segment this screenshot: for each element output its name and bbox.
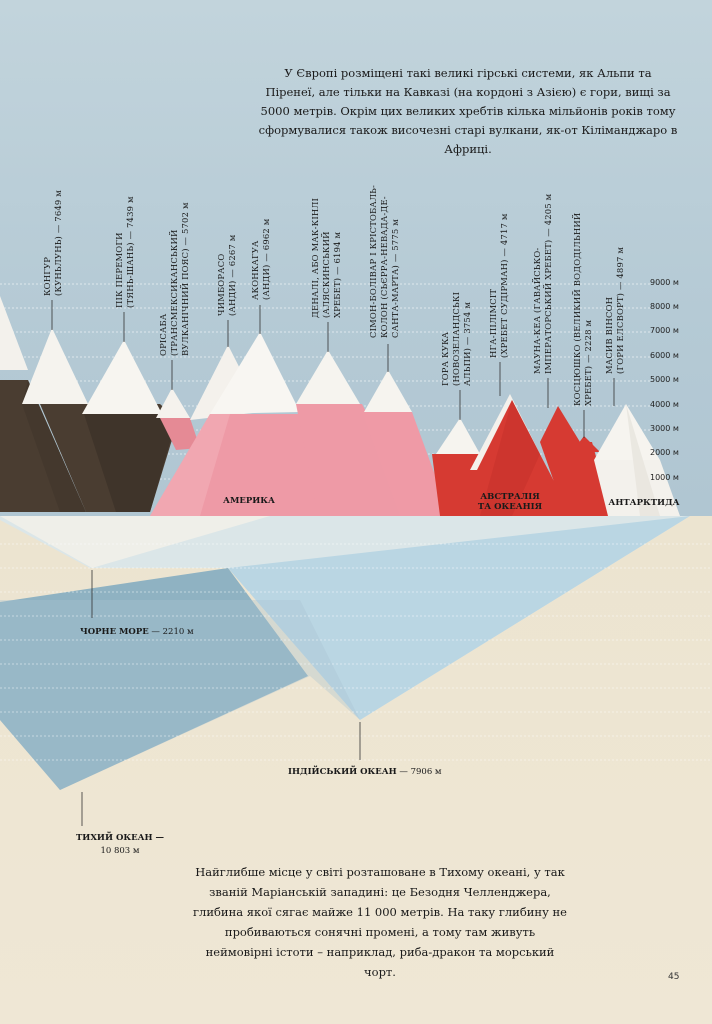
peak-label-chimborazo: ЧИМБОРАСО (АНДИ) — 6267 м <box>216 234 237 316</box>
depth-leader-lines <box>81 570 361 826</box>
peak-label-puncak-jaya: НГА-ПІЛІМСІТ (ХРЕБЕТ СУДІРМАН) — 4717 м <box>488 213 509 358</box>
america-mountains <box>150 332 450 516</box>
asia-mountains <box>0 296 178 512</box>
peak-label-vinson: МАСИВ ВІНСОН (ГОРИ ЕЛСВОРТ) — 4897 м <box>604 246 625 374</box>
peak-label-mauna-kea: МАУНА-КЕА (ГАВАЙСЬКО- ІМПЕРАТОРСЬКИЙ ХРЕ… <box>532 193 553 374</box>
depth-label-black-sea: ЧОРНЕ МОРЕ — 2210 м <box>80 627 194 637</box>
scale-label-5000: 5000 м <box>650 375 679 384</box>
peak-label-simon-bolivar: СІМОН-БОЛІВАР І КРІСТОБАЛЬ- КОЛОН (СЬЄРР… <box>368 184 400 338</box>
peak-label-orizaba: ОРІСАБА (ТРАНСМЕКСИКАНСЬКИЙ ВУЛКАНІЧНИЙ … <box>158 202 190 356</box>
scale-label-8000: 8000 м <box>650 302 679 311</box>
depth-label-indian-ocean: ІНДІЙСЬКИЙ ОКЕАН — 7906 м <box>288 767 442 777</box>
peak-label-pik-peremohy: ПІК ПЕРЕМОГИ (ТЯНЬ-ШАНЬ) — 7439 м <box>114 196 135 308</box>
continent-label-australia-oceania: АВСТРАЛІЯ ТА ОКЕАНІЯ <box>477 492 543 512</box>
scale-label-4000: 4000 м <box>650 400 679 409</box>
peak-label-denali: ДЕНАЛІ, АБО МАК-КІНЛІ (АЛЯСКИНСЬКИЙ ХРЕБ… <box>310 197 342 318</box>
peak-label-aconcagua: АКОНКАГУА (АНДИ) — 6962 м <box>250 218 271 300</box>
ocean-shapes <box>0 516 690 790</box>
peak-label-aoraki-cook: ГОРА КУКА (НОВОЗЕЛАНДСЬКІ АЛЬПИ) — 3754 … <box>440 291 472 386</box>
deepest-place-paragraph: Найглибше місце у світі розташоване в Ти… <box>193 865 567 979</box>
depth-label-pacific-ocean: ТИХИЙ ОКЕАН —10 803 м <box>75 833 164 856</box>
scale-label-1000: 1000 м <box>650 473 679 482</box>
scale-label-3000: 3000 м <box>650 424 679 433</box>
depth-guide-lines <box>0 543 712 761</box>
page-number: 45 <box>668 972 680 982</box>
scale-label-6000: 6000 м <box>650 351 679 360</box>
scale-label-9000: 9000 м <box>650 278 679 287</box>
peak-label-kosciuszko: КОСЦЮШКО (ВЕЛИКИЙ ВОДОДІЛЬНИЙ ХРЕБЕТ) — … <box>572 212 593 406</box>
scale-label-2000: 2000 м <box>650 448 679 457</box>
scale-label-7000: 7000 м <box>650 326 679 335</box>
intro-paragraph: У Європі розміщені такі великі гірські с… <box>258 66 678 156</box>
australia-mountains <box>432 394 612 516</box>
antarctica-mountain <box>594 404 680 516</box>
peak-label-kongur: КОНГУР (КУНЬЛУНЬ) — 7649 м <box>42 190 63 296</box>
continent-label-america: АМЕРИКА <box>223 496 275 506</box>
peak-leader-lines <box>51 300 615 438</box>
continent-label-antarctica: АНТАРКТИДА <box>608 498 680 508</box>
